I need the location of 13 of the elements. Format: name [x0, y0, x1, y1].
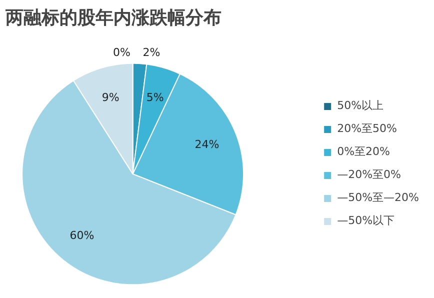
text: 0%	[113, 46, 130, 59]
legend-label: —50%以下	[337, 213, 395, 228]
legend-label: 20%至50%	[337, 121, 397, 136]
data-label: 2%	[142, 46, 160, 60]
legend-label: —20%至0%	[337, 167, 401, 182]
data-label: 24%	[194, 138, 220, 152]
legend-label: 0%至20%	[337, 144, 390, 159]
chart-title: 两融标的股年内涨跌幅分布	[4, 8, 222, 28]
legend-label: —50%至—20%	[337, 190, 419, 205]
data-label: 9%	[102, 91, 120, 104]
data-label: 5%	[146, 91, 164, 104]
data-label: 60%	[70, 228, 94, 242]
legend-label: 50%以上	[337, 98, 384, 113]
